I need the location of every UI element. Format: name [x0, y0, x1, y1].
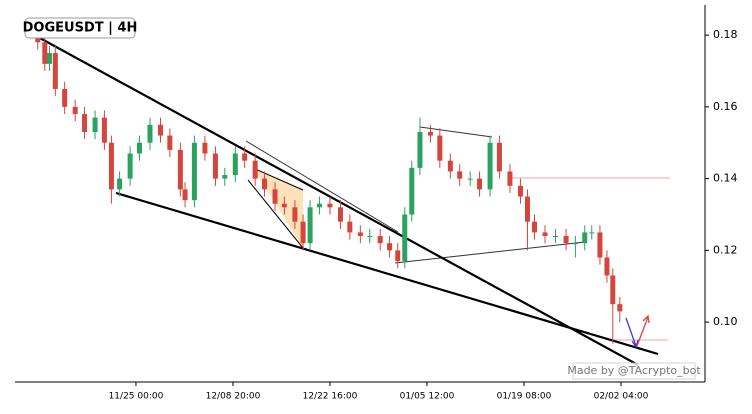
candle-body: [507, 171, 513, 186]
candle-body: [327, 203, 333, 208]
candle-body: [524, 196, 530, 222]
candle-body: [377, 236, 383, 244]
candle-body: [337, 207, 343, 222]
candle-body: [182, 189, 188, 201]
candle-body: [232, 153, 238, 176]
candle-body: [531, 221, 537, 233]
title-box: [24, 17, 136, 39]
candle-body: [487, 142, 493, 190]
pattern-line: [419, 126, 493, 138]
candle-body: [395, 250, 401, 262]
candle-body: [191, 142, 197, 201]
pattern-line: [245, 140, 399, 233]
candle-body: [307, 207, 313, 244]
wedge-line: [252, 167, 304, 191]
candle-body: [127, 153, 133, 179]
candle-body: [252, 160, 258, 179]
candle-body: [46, 53, 52, 64]
candle-body: [496, 142, 502, 172]
candle-body: [316, 203, 322, 208]
candle-body: [92, 117, 98, 132]
candle-body: [62, 88, 68, 107]
y-tick-label: 0.14: [713, 172, 738, 185]
candle-body: [222, 175, 228, 179]
candle-body: [542, 232, 548, 237]
arrow-head: [642, 314, 650, 324]
candle-body: [437, 135, 443, 161]
pattern-line: [394, 241, 586, 264]
candle-body: [281, 203, 287, 208]
trend-line: [115, 191, 659, 356]
y-tick-label: 0.18: [713, 28, 738, 41]
candle-body: [35, 35, 41, 43]
projection-arrow: [636, 316, 649, 347]
candle-body: [553, 236, 559, 238]
candle-body: [387, 243, 393, 251]
watermark-box: [572, 362, 696, 380]
candle-body: [572, 243, 578, 245]
candle-body: [42, 42, 48, 64]
candle-body: [300, 221, 306, 244]
y-tick-label: 0.16: [713, 100, 738, 113]
candle-body: [589, 232, 595, 234]
wedge-line: [247, 179, 304, 249]
candle-body: [517, 185, 523, 197]
candle-body: [292, 207, 298, 222]
y-tick-label: 0.12: [713, 243, 738, 256]
chart-title: DOGEUSDT | 4H: [23, 21, 138, 36]
candle-body: [262, 178, 268, 190]
candle-body: [409, 167, 415, 215]
projection-arrow: [625, 317, 637, 347]
candle-body: [610, 275, 616, 305]
x-tick-label: 02/02 04:00: [594, 392, 649, 402]
candle-body: [212, 153, 218, 179]
candle-body: [417, 131, 423, 168]
x-tick-label: 01/19 08:00: [497, 392, 552, 402]
candle-body: [467, 178, 473, 180]
candle-body: [202, 142, 208, 154]
candle-body: [367, 236, 373, 238]
candle-body: [242, 153, 248, 161]
candle-body: [604, 257, 610, 276]
candle-body: [597, 232, 603, 258]
candle-body: [427, 131, 433, 136]
x-tick-label: 11/25 00:00: [109, 392, 164, 402]
candle-body: [52, 53, 58, 89]
candle-body: [347, 221, 353, 233]
x-tick-label: 01/05 12:00: [400, 392, 455, 402]
candle-body: [136, 142, 142, 154]
candle-body: [457, 171, 463, 179]
candle-body: [477, 178, 483, 190]
candle-body: [167, 135, 173, 150]
candle-body: [147, 124, 153, 143]
candle-body: [447, 160, 453, 172]
x-tick-label: 12/08 20:00: [206, 392, 261, 402]
candle-body: [272, 189, 278, 204]
candle-body: [582, 232, 588, 244]
candle-body: [158, 124, 164, 136]
x-tick-label: 12/22 16:00: [303, 392, 358, 402]
candle-body: [82, 114, 88, 132]
candle-body: [563, 236, 569, 244]
watermark: Made by @TAcrypto_bot: [567, 364, 701, 377]
candle-body: [617, 304, 623, 312]
trend-line: [37, 36, 639, 366]
candle-body: [357, 232, 363, 237]
arrow-head: [631, 339, 639, 349]
candle-body: [108, 142, 114, 190]
candle-body: [72, 106, 78, 115]
candle-body: [117, 178, 123, 190]
candle-body: [101, 117, 107, 143]
candle-body: [402, 214, 408, 262]
y-tick-label: 0.10: [713, 315, 738, 328]
candle-body: [177, 149, 183, 190]
